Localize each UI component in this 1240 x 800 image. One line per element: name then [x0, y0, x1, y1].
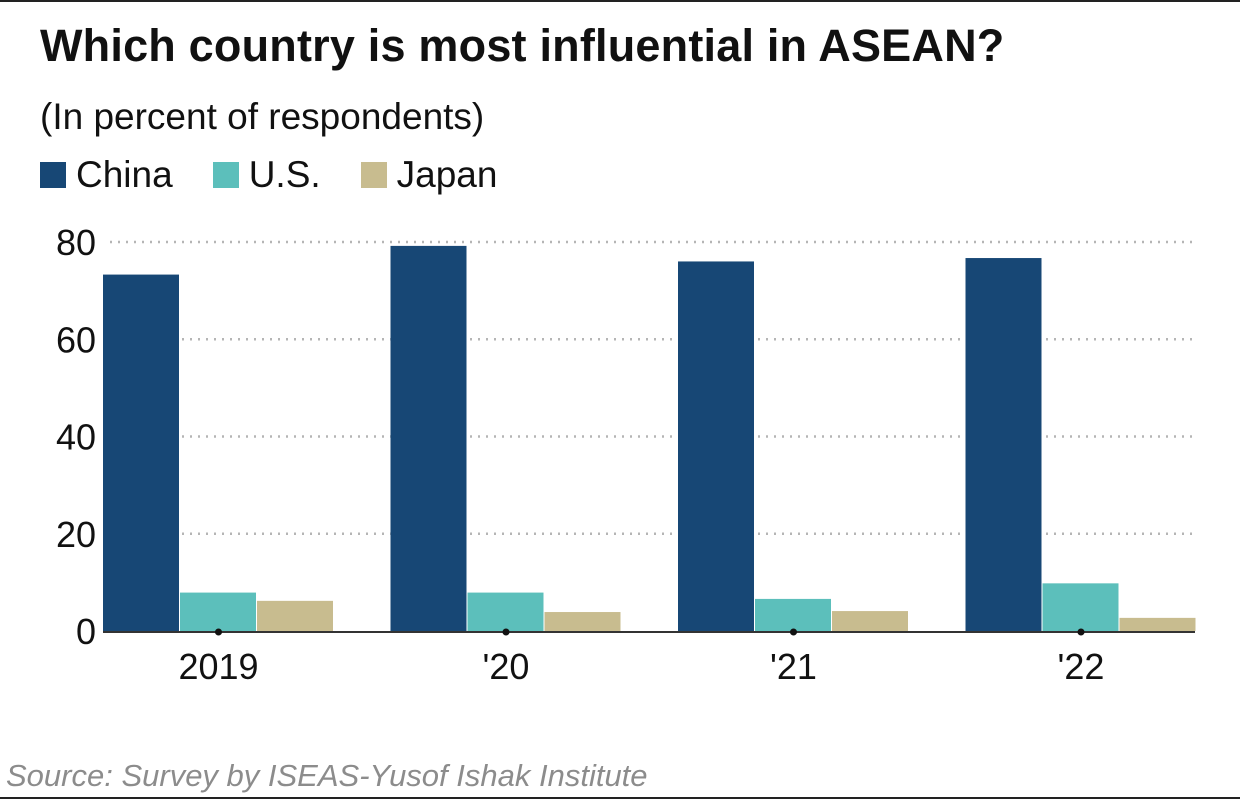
x-tick-label: '22: [1058, 646, 1105, 687]
bar-china-2: [678, 261, 754, 631]
source-note: Source: Survey by ISEAS-Yusof Ishak Inst…: [6, 758, 648, 793]
x-tick-dot: [1077, 628, 1085, 636]
bars: [103, 245, 1196, 631]
chart-title: Which country is most influential in ASE…: [40, 20, 1005, 71]
bar-us-0: [180, 592, 256, 631]
legend-item-china: China: [40, 154, 173, 196]
x-tick-dot: [502, 628, 510, 636]
legend: China U.S. Japan: [40, 154, 537, 196]
legend-item-japan: Japan: [360, 154, 498, 196]
bar-china-3: [965, 258, 1042, 631]
x-tick-dot: [215, 628, 222, 636]
legend-swatch-us: [212, 162, 239, 188]
legend-label-us: U.S.: [248, 154, 321, 195]
bottom-rule: [0, 797, 1240, 799]
legend-swatch-china: [40, 162, 66, 188]
bar-japan-3: [1119, 617, 1196, 631]
y-tick-label: 20: [56, 514, 96, 555]
bar-chart: 0 20 40 60 80 2019 '20 '21 '22: [56, 222, 1196, 687]
y-tick-label: 0: [76, 611, 96, 652]
top-rule: [0, 0, 1240, 2]
bar-us-3: [1042, 583, 1119, 631]
x-tick-dot: [790, 628, 797, 636]
bar-us-2: [755, 598, 831, 631]
legend-item-us: U.S.: [212, 154, 321, 196]
bar-us-1: [467, 592, 544, 631]
y-tick-label: 40: [56, 417, 96, 458]
y-tick-label: 60: [56, 319, 96, 360]
y-axis-ticks: 0 20 40 60 80: [56, 222, 96, 652]
y-tick-label: 80: [56, 222, 96, 263]
x-tick-label: '20: [483, 646, 530, 687]
x-axis-ticks: 2019 '20 '21 '22: [178, 628, 1105, 687]
x-tick-label: 2019: [178, 646, 258, 687]
bar-japan-1: [544, 612, 621, 631]
chart-subtitle: (In percent of respondents): [40, 96, 485, 137]
legend-label-japan: Japan: [396, 154, 498, 195]
x-tick-label: '21: [770, 646, 817, 687]
legend-swatch-japan: [360, 162, 387, 188]
bar-china-1: [390, 245, 467, 631]
legend-label-china: China: [76, 154, 173, 195]
bar-japan-0: [257, 600, 333, 631]
bar-china-0: [103, 274, 179, 631]
bar-japan-2: [832, 611, 908, 631]
